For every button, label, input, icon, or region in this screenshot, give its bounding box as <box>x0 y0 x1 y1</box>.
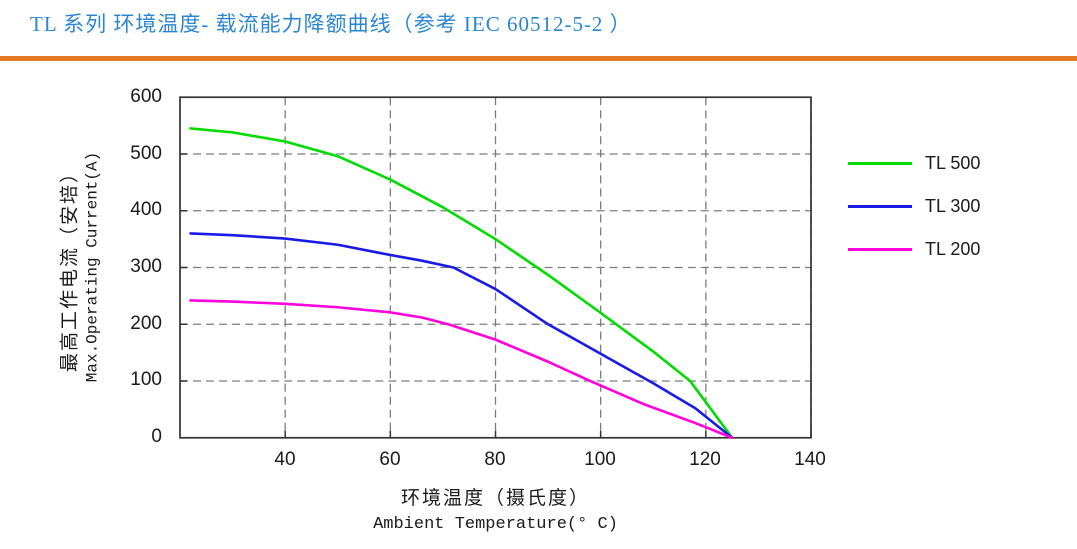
y-tick-label: 400 <box>130 199 162 221</box>
legend-label-tl-300: TL 300 <box>925 195 981 216</box>
legend-label-tl-200: TL 200 <box>925 238 981 259</box>
y-axis-label: 最高工作电流（安培） Max.Operating Current(A) <box>55 152 102 382</box>
y-axis-label-zh: 最高工作电流（安培） <box>59 162 81 373</box>
x-axis-label-en: Ambient Temperature(° C) <box>373 515 618 534</box>
accent-divider <box>0 56 1077 61</box>
x-tick-label: 60 <box>379 449 401 470</box>
x-tick-label: 100 <box>584 449 616 470</box>
legend-line-tl-200 <box>848 247 912 251</box>
x-tick-label: 140 <box>794 449 826 470</box>
legend: TL 500 TL 300 TL 200 <box>848 150 980 279</box>
y-tick-label: 300 <box>130 256 162 277</box>
curve-tl-200 <box>189 299 734 440</box>
y-tick-label: 0 <box>151 426 162 447</box>
y-tick-label: 500 <box>130 142 162 164</box>
x-tick-label: 80 <box>484 449 506 470</box>
y-tick-label: 600 <box>130 86 162 107</box>
curve-tl-500 <box>189 127 734 440</box>
curve-tl-300 <box>189 232 734 440</box>
legend-line-tl-500 <box>848 161 912 165</box>
x-axis-label: 环境温度（摄氏度） Ambient Temperature(° C) <box>180 483 811 534</box>
legend-item-tl-300: TL 300 <box>848 193 980 219</box>
plot-area <box>179 96 812 440</box>
x-tick-label: 120 <box>689 449 721 470</box>
y-axis-label-en: Max.Operating Current(A) <box>83 151 102 383</box>
x-tick-label: 40 <box>274 449 296 470</box>
page-title: TL 系列 环境温度- 载流能力降额曲线（参考 IEC 60512-5-2 ） <box>30 12 632 36</box>
x-axis-label-zh: 环境温度（摄氏度） <box>400 488 590 509</box>
y-tick-label: 200 <box>130 312 162 334</box>
y-tick-label: 100 <box>130 369 162 391</box>
legend-item-tl-500: TL 500 <box>848 150 980 176</box>
legend-label-tl-500: TL 500 <box>925 152 981 173</box>
legend-item-tl-200: TL 200 <box>848 236 980 262</box>
legend-line-tl-300 <box>848 204 912 208</box>
